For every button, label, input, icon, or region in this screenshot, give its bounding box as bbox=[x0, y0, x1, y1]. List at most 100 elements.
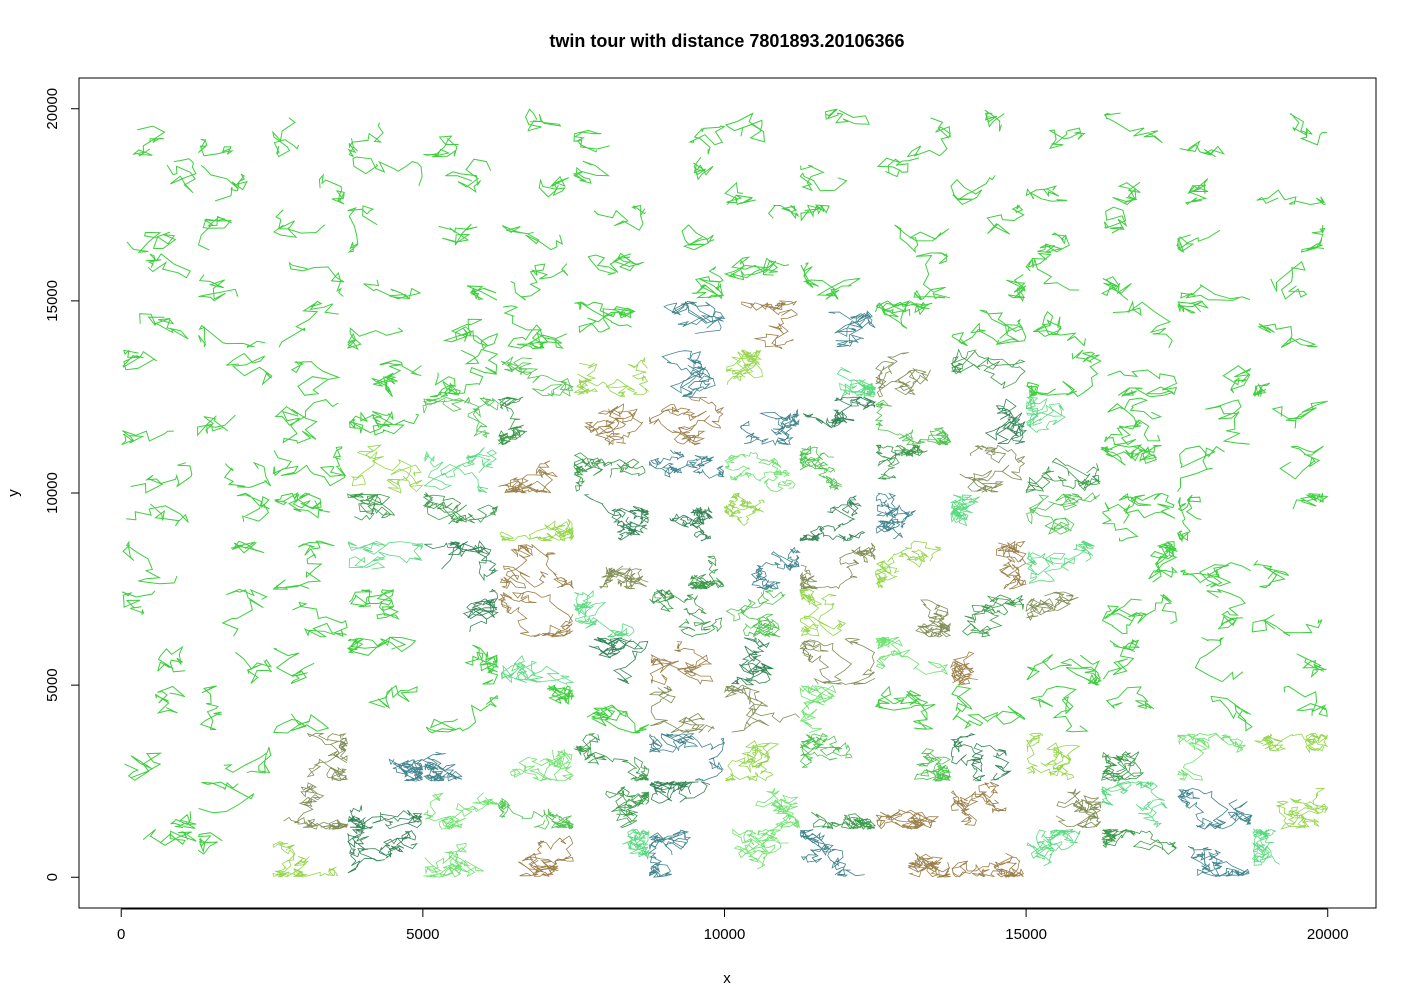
tour-segment-5-3 bbox=[546, 684, 575, 706]
tour-segment-10-8 bbox=[875, 444, 928, 480]
tour-segment-11-1 bbox=[950, 781, 1007, 826]
tour-segment-2-14 bbox=[318, 173, 346, 205]
tour-segment-4-3 bbox=[425, 694, 499, 734]
tour-segment-9-3 bbox=[799, 684, 837, 733]
tour-segment-10-5 bbox=[915, 599, 952, 638]
tour-segment-0-3 bbox=[154, 685, 186, 714]
tour-segment-0-1 bbox=[170, 811, 197, 829]
tour-segment-15-7 bbox=[1292, 492, 1329, 510]
tour-segment-15-4 bbox=[1296, 653, 1327, 679]
y-axis: 0 5000 10000 15000 20000 bbox=[44, 88, 80, 881]
x-tick-label: 10000 bbox=[704, 926, 746, 943]
tour-segment-6-11 bbox=[574, 301, 636, 334]
tour-segment-11-10 bbox=[950, 348, 1026, 390]
tour-segment-14-7 bbox=[1176, 494, 1202, 543]
tour-segment-6-5 bbox=[573, 589, 635, 638]
tour-segment-14-15 bbox=[1179, 140, 1226, 158]
tour-segment-14-0 bbox=[1187, 845, 1250, 877]
tour-segment-8-1 bbox=[755, 788, 800, 830]
tour-segment-7-8 bbox=[649, 449, 725, 479]
x-tick-label: 0 bbox=[117, 926, 125, 943]
tour-segment-3-4 bbox=[346, 636, 417, 656]
tour-segment-1-9 bbox=[197, 414, 236, 437]
tour-segment-5-7 bbox=[499, 518, 575, 542]
y-axis-label: y bbox=[5, 489, 22, 497]
tour-segment-15-9 bbox=[1271, 400, 1328, 429]
tour-segment-14-14 bbox=[1185, 178, 1209, 205]
tour-segment-15-1 bbox=[1275, 787, 1329, 830]
tour-segment-12-1 bbox=[1055, 788, 1102, 829]
tour-segment-1-14 bbox=[200, 164, 248, 202]
tour-segment-2-10 bbox=[290, 360, 341, 396]
tour-segment-14-10 bbox=[1222, 365, 1252, 394]
tour-segment-15-12 bbox=[1270, 260, 1308, 300]
tour-segment-8-10 bbox=[725, 349, 763, 385]
tour-segment-9-5 bbox=[799, 588, 847, 637]
tour-segment-7-2 bbox=[649, 733, 725, 782]
tour-segment-10-3 bbox=[874, 685, 936, 730]
tour-segment-1-13 bbox=[197, 215, 233, 251]
tour-segment-6-14 bbox=[572, 160, 611, 184]
tour-segment-7-7 bbox=[669, 506, 713, 542]
tour-segment-5-2 bbox=[509, 748, 574, 782]
tour-segment-15-14 bbox=[1256, 189, 1326, 206]
y-tick-label: 15000 bbox=[44, 280, 61, 322]
tour-segment-12-2 bbox=[1025, 732, 1081, 781]
tour-segment-11-14 bbox=[950, 175, 996, 206]
tour-segment-0-15 bbox=[132, 125, 166, 157]
tour-segment-8-11 bbox=[741, 300, 798, 350]
tour-segment-9-1 bbox=[811, 811, 877, 830]
tour-segment-0-4 bbox=[157, 645, 186, 673]
tour-segment-14-8 bbox=[1177, 445, 1225, 492]
tour-segment-11-6 bbox=[995, 540, 1027, 590]
tour-segment-0-8 bbox=[130, 462, 193, 494]
tour-segment-0-0 bbox=[142, 828, 197, 846]
tour-segment-3-14 bbox=[352, 156, 423, 187]
tour-segment-0-11 bbox=[139, 313, 189, 340]
tour-segment-15-8 bbox=[1279, 445, 1324, 480]
x-axis-label: x bbox=[723, 970, 731, 987]
tour-segment-10-0 bbox=[907, 852, 951, 878]
tour-segment-4-4 bbox=[464, 644, 500, 685]
tour-segment-4-15 bbox=[423, 135, 459, 158]
tour-segment-11-0 bbox=[951, 853, 1024, 879]
tour-segment-12-14 bbox=[1025, 185, 1068, 202]
tour-segment-8-3 bbox=[724, 684, 800, 733]
tour-segment-2-2 bbox=[306, 732, 348, 782]
tour-segment-2-11 bbox=[278, 300, 339, 348]
tour-segment-4-2 bbox=[422, 751, 463, 782]
tour-segment-7-6 bbox=[687, 555, 725, 590]
tour-segment-4-6 bbox=[424, 540, 498, 582]
tour-segment-3-6 bbox=[347, 540, 424, 570]
tour-segment-15-13 bbox=[1300, 224, 1326, 253]
tour-segment-13-10 bbox=[1107, 369, 1178, 398]
tour-segment-1-1 bbox=[198, 781, 255, 814]
tour-segment-1-15 bbox=[198, 139, 234, 157]
tour-segment-2-5 bbox=[292, 601, 348, 638]
x-tick-label: 5000 bbox=[406, 926, 439, 943]
tour-segment-12-3 bbox=[1029, 685, 1089, 733]
tour-segment-4-11 bbox=[442, 318, 499, 350]
tour-segment-15-15 bbox=[1289, 113, 1327, 146]
tour-segment-1-8 bbox=[223, 461, 272, 488]
tour-segment-10-15 bbox=[906, 117, 951, 158]
tour-segment-11-12 bbox=[1006, 274, 1027, 303]
tour-segment-10-7 bbox=[875, 492, 916, 539]
tour-segment-9-7 bbox=[799, 495, 866, 543]
tour-segment-9-9 bbox=[802, 396, 877, 429]
tour-segment-2-7 bbox=[274, 491, 331, 519]
tour-segment-6-7 bbox=[583, 494, 650, 541]
tour-segment-14-4 bbox=[1194, 637, 1244, 683]
tour-segment-1-3 bbox=[199, 685, 222, 731]
tour-segment-4-8 bbox=[423, 447, 498, 494]
tour-segment-12-6 bbox=[1025, 540, 1095, 584]
tour-segment-9-13 bbox=[800, 204, 830, 222]
tour-segment-6-3 bbox=[586, 704, 650, 734]
tour-segment-15-11 bbox=[1257, 323, 1318, 348]
tour-segment-10-11 bbox=[874, 300, 933, 329]
tour-segment-2-13 bbox=[273, 209, 326, 238]
tour-segment-6-15 bbox=[573, 129, 610, 153]
tour-segment-6-4 bbox=[588, 636, 649, 685]
tour-segment-8-4 bbox=[730, 637, 774, 686]
